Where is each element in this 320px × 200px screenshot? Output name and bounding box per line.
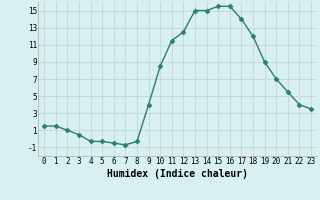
- X-axis label: Humidex (Indice chaleur): Humidex (Indice chaleur): [107, 169, 248, 179]
